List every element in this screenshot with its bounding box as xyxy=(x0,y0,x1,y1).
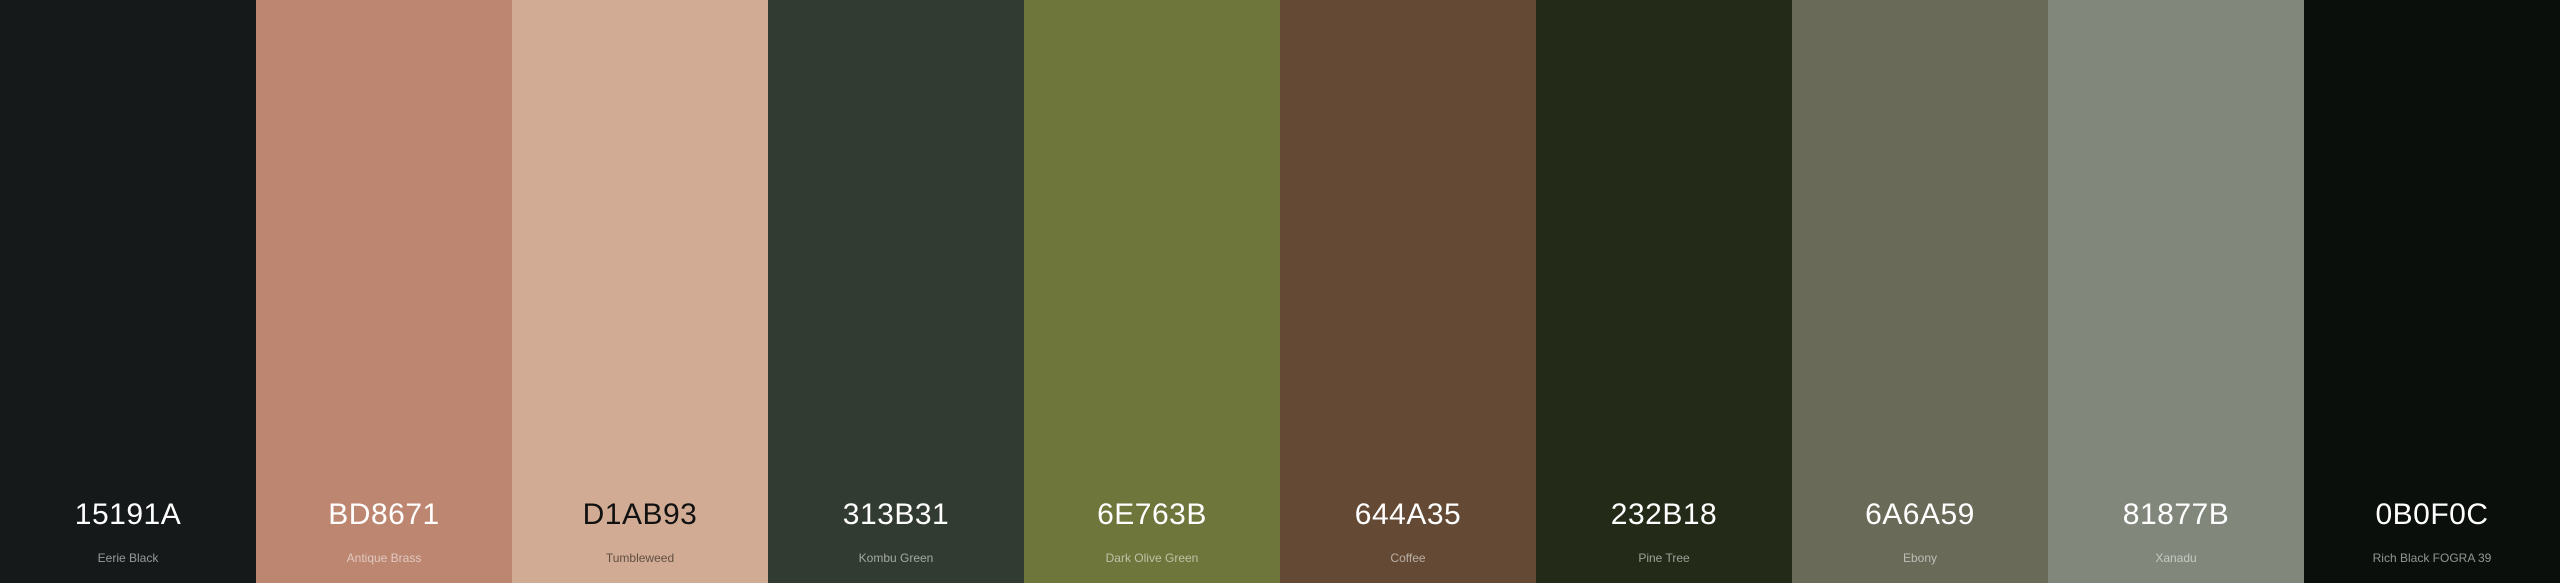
swatch-kombu-green[interactable]: 313B31 Kombu Green xyxy=(768,0,1024,583)
swatch-hex-code[interactable]: 313B31 xyxy=(842,498,950,531)
swatch-antique-brass[interactable]: BD8671 Antique Brass xyxy=(256,0,512,583)
swatch-hex-code[interactable]: 0B0F0C xyxy=(2375,498,2489,531)
swatch-hex-code[interactable]: 644A35 xyxy=(1354,498,1462,531)
swatch-color-name: Kombu Green xyxy=(858,551,934,565)
swatch-tumbleweed[interactable]: D1AB93 Tumbleweed xyxy=(512,0,768,583)
swatch-color-name: Eerie Black xyxy=(97,551,159,565)
swatch-color-name: Xanadu xyxy=(2155,551,2197,565)
swatch-color-name: Dark Olive Green xyxy=(1105,551,1199,565)
swatch-hex-code[interactable]: 81877B xyxy=(2122,498,2230,531)
swatch-color-name: Rich Black FOGRA 39 xyxy=(2372,551,2492,565)
swatch-coffee[interactable]: 644A35 Coffee xyxy=(1280,0,1536,583)
swatch-ebony[interactable]: 6A6A59 Ebony xyxy=(1792,0,2048,583)
swatch-rich-black-fogra-39[interactable]: 0B0F0C Rich Black FOGRA 39 xyxy=(2304,0,2560,583)
swatch-color-name: Ebony xyxy=(1902,551,1938,565)
swatch-hex-code[interactable]: 15191A xyxy=(74,498,182,531)
swatch-color-name: Antique Brass xyxy=(346,551,422,565)
swatch-pine-tree[interactable]: 232B18 Pine Tree xyxy=(1536,0,1792,583)
swatch-xanadu[interactable]: 81877B Xanadu xyxy=(2048,0,2304,583)
swatch-hex-code[interactable]: D1AB93 xyxy=(582,498,698,531)
swatch-hex-code[interactable]: 6A6A59 xyxy=(1865,498,1975,531)
swatch-color-name: Tumbleweed xyxy=(605,551,675,565)
swatch-color-name: Pine Tree xyxy=(1638,551,1690,565)
swatch-dark-olive-green[interactable]: 6E763B Dark Olive Green xyxy=(1024,0,1280,583)
swatch-hex-code[interactable]: 232B18 xyxy=(1610,498,1718,531)
swatch-color-name: Coffee xyxy=(1390,551,1426,565)
swatch-hex-code[interactable]: BD8671 xyxy=(328,498,440,531)
swatch-eerie-black[interactable]: 15191A Eerie Black xyxy=(0,0,256,583)
swatch-hex-code[interactable]: 6E763B xyxy=(1097,498,1207,531)
